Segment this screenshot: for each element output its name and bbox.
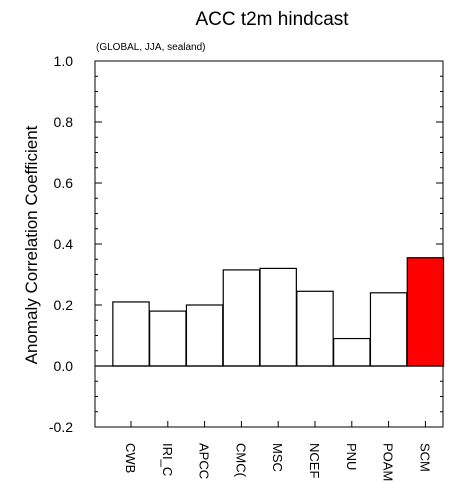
plot-frame xyxy=(94,60,444,428)
y-tick-label: 0.4 xyxy=(54,236,74,252)
bar-msc xyxy=(259,267,297,367)
x-tick-label: APCC xyxy=(197,443,212,479)
y-tick-label: 0.2 xyxy=(54,297,74,313)
x-tick-label: MSC xyxy=(270,443,285,472)
bar-apcc xyxy=(185,304,224,367)
x-tick-label: POAM xyxy=(381,443,396,481)
x-tick-label: IRI_C xyxy=(160,443,175,476)
chart-subtitle: (GLOBAL, JJA, sealand) xyxy=(96,42,206,53)
chart-title: ACC t2m hindcast xyxy=(195,9,349,30)
y-tick-label: 0.6 xyxy=(54,175,74,191)
plot-area: -0.2 0.0 0.2 0.4 0.6 0.8 1.0 CWB IRI_C APCC CMC( MS… xyxy=(49,53,445,481)
y-tick-label: -0.2 xyxy=(49,419,73,435)
bar-cwb xyxy=(112,301,150,367)
y-tick-label: 0.8 xyxy=(54,114,74,130)
x-tick-label: NCEF xyxy=(307,443,322,478)
y-tick-label: 1.0 xyxy=(54,53,74,69)
bar-pnu xyxy=(333,337,371,367)
bar-iri-c xyxy=(149,310,187,367)
bar-poama xyxy=(369,292,408,367)
y-axis-label: Anomaly Correlation Coefficient xyxy=(22,125,41,364)
y-tick-label: 0.0 xyxy=(54,358,74,374)
x-tick-label: CMC( xyxy=(233,443,248,478)
x-tick-label: SCM xyxy=(417,443,432,472)
bar-cmcc xyxy=(222,269,261,367)
x-tick-label: PNU xyxy=(344,443,359,470)
bar-ncep xyxy=(296,290,334,367)
x-tick-label: CWB xyxy=(123,443,138,473)
bar-scm xyxy=(406,257,445,367)
